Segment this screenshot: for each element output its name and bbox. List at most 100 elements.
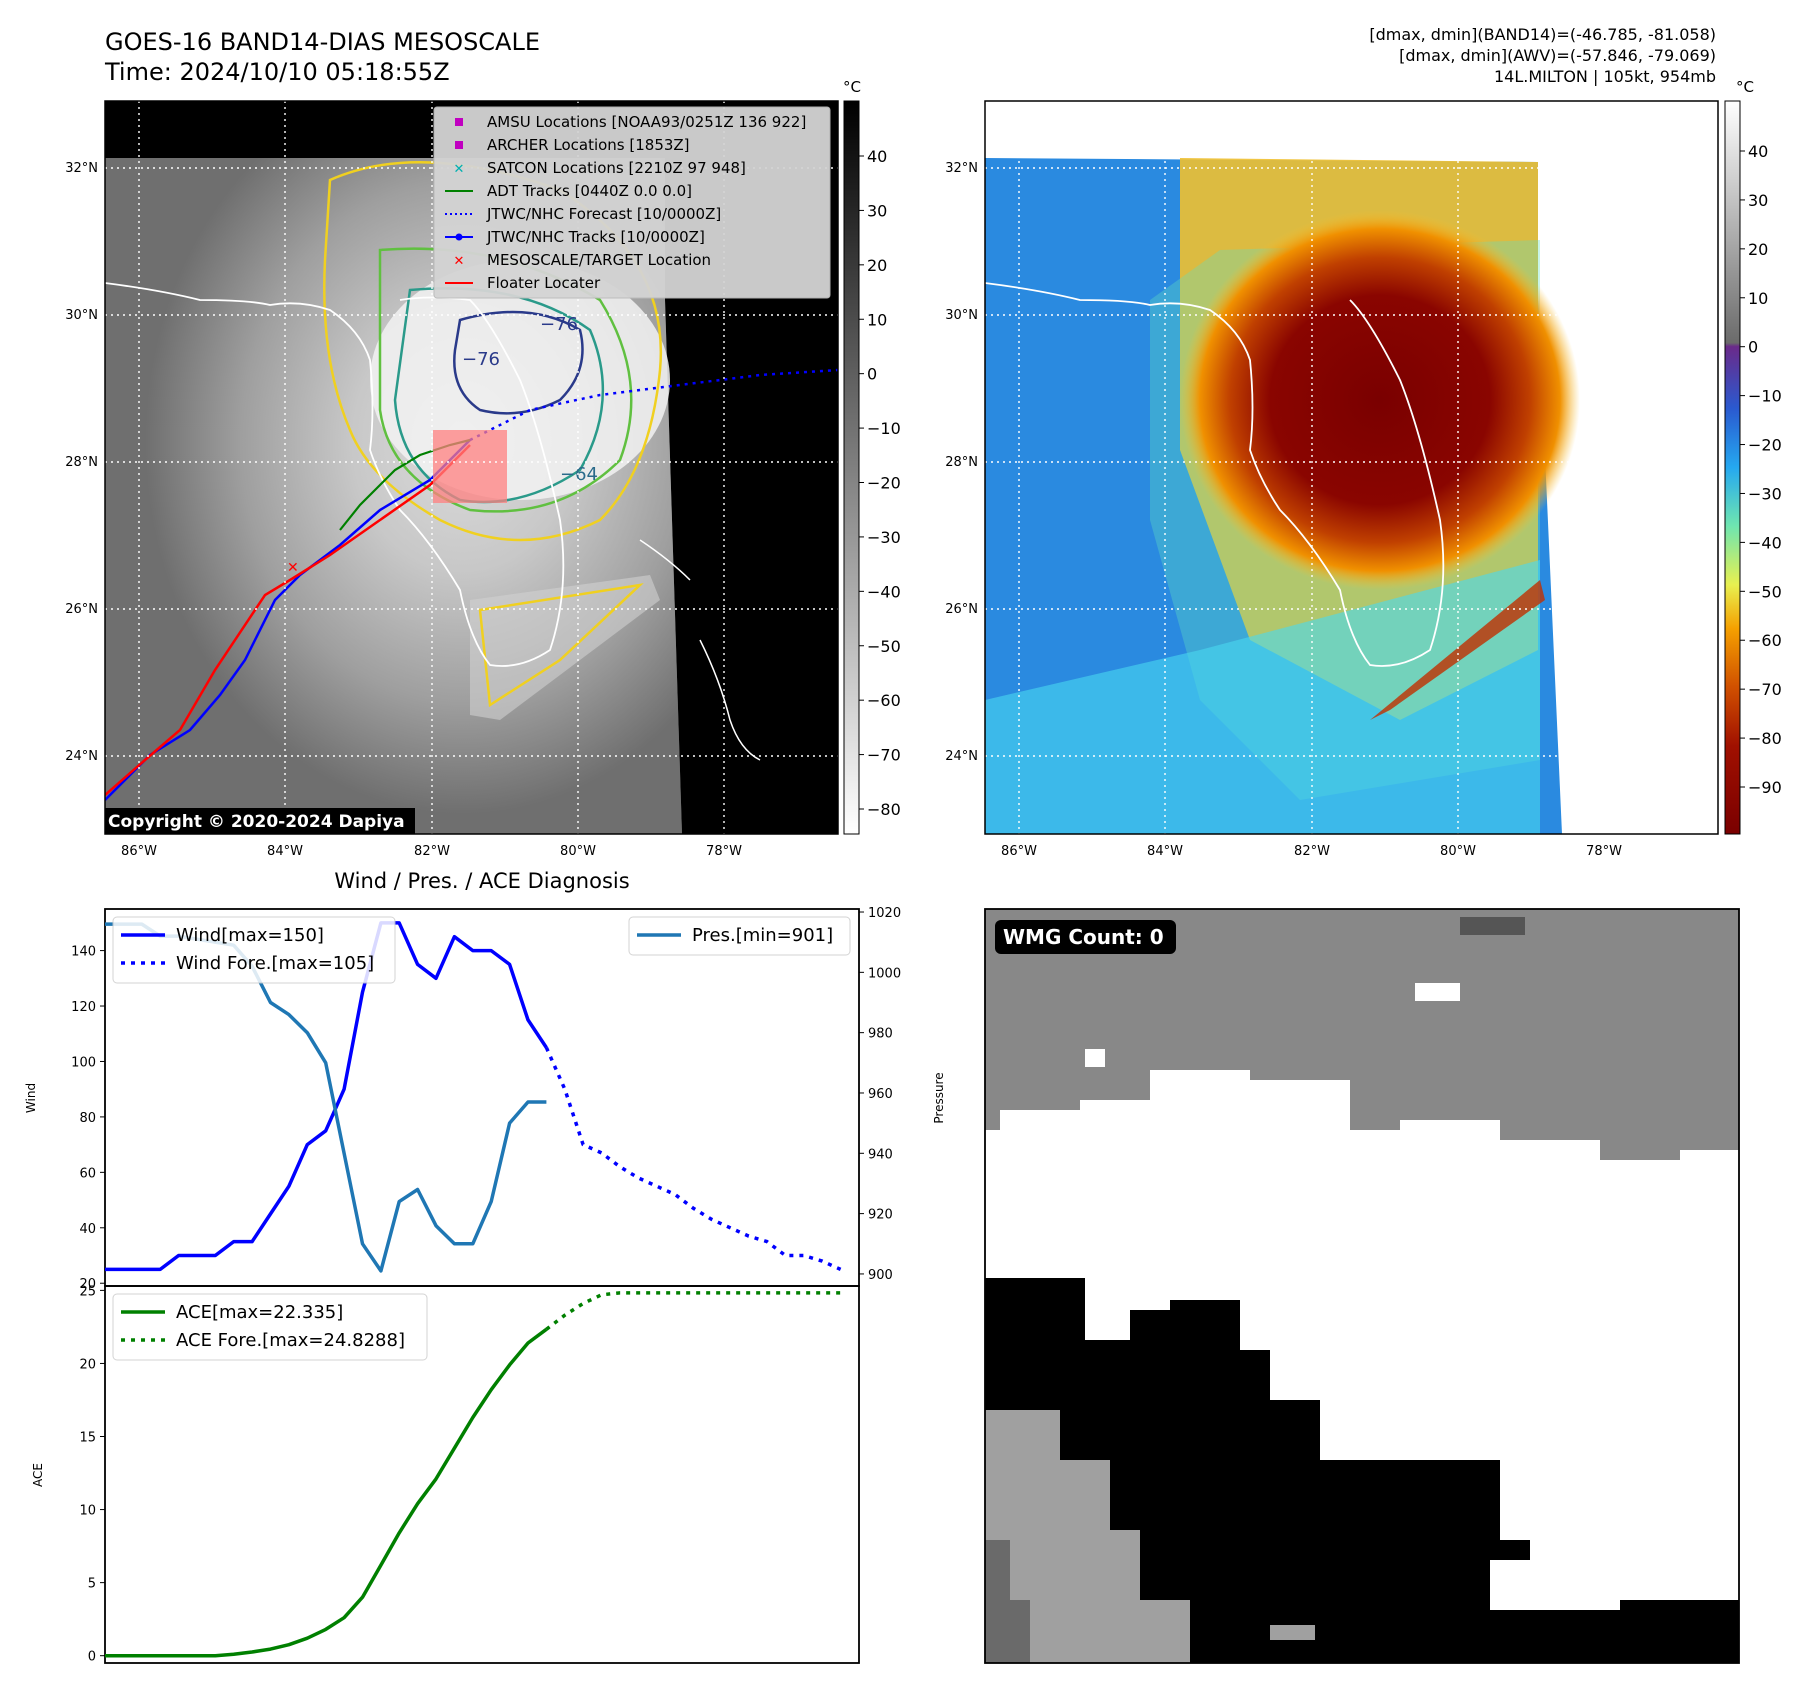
axis-tick-label: 1020 bbox=[868, 906, 901, 921]
colorbar-tick-label: −30 bbox=[867, 528, 901, 547]
colorbar-tick-label: 30 bbox=[867, 201, 887, 220]
colorbar-tick-label: −70 bbox=[867, 746, 901, 765]
ace-legend-box bbox=[112, 1293, 428, 1361]
colorbar-tick-label: −50 bbox=[867, 637, 901, 656]
axis-tick-label: 920 bbox=[868, 1208, 893, 1223]
colorbar-tick-label: 10 bbox=[867, 310, 887, 329]
map1-lat-label: 30°N bbox=[65, 308, 98, 323]
colorbar-tick-label: −60 bbox=[1748, 631, 1782, 650]
stats-awv: [dmax, dmin](AWV)=(-57.846, -79.069) bbox=[1399, 46, 1716, 65]
map1-lon-labels: 86°W 84°W 82°W 80°W 78°W bbox=[121, 844, 742, 859]
axis-tick-label: 100 bbox=[71, 1055, 96, 1070]
colorbar-tick-label: 0 bbox=[867, 365, 877, 384]
coastline-florida bbox=[105, 282, 565, 667]
colorbar-tick-label: 20 bbox=[1748, 240, 1768, 259]
axis-tick-label: 960 bbox=[868, 1087, 893, 1102]
color-colorbar bbox=[1724, 100, 1741, 835]
legend-label: JTWC/NHC Tracks [10/0000Z] bbox=[486, 228, 705, 246]
map1-lon-label: 80°W bbox=[560, 844, 596, 859]
colorbar-tick-label: −40 bbox=[1748, 533, 1782, 552]
series-ace-fore bbox=[545, 1291, 841, 1331]
wmg-black-region bbox=[985, 1278, 1085, 1400]
map2-lon-label: 78°W bbox=[1586, 844, 1622, 859]
map1-lon-label: 82°W bbox=[414, 844, 450, 859]
figure-title: GOES-16 BAND14-DIAS MESOSCALE bbox=[105, 28, 540, 56]
gray-colorbar-unit: °C bbox=[843, 78, 861, 96]
axis-tick-label: 980 bbox=[868, 1027, 893, 1042]
wmg-panel: WMG Count: 0 bbox=[984, 908, 1740, 1664]
contour-teal bbox=[393, 287, 605, 504]
wmg-count-label: WMG Count: 0 bbox=[1003, 925, 1164, 949]
legend-marker-square bbox=[455, 118, 463, 126]
wmg-white-patch bbox=[1085, 1049, 1105, 1067]
axis-tick-label: 900 bbox=[868, 1268, 893, 1283]
map1-lat-labels: 32°N 30°N 28°N 26°N 24°N bbox=[65, 161, 98, 764]
gray-colorbar bbox=[843, 100, 860, 835]
axis-tick-label: 0 bbox=[88, 1650, 96, 1665]
wmg-dark-region bbox=[985, 1540, 1030, 1663]
stats-band14: [dmax, dmin](BAND14)=(-46.785, -81.058) bbox=[1369, 25, 1716, 44]
colorbar-tick-label: 0 bbox=[1748, 338, 1758, 357]
colorbar-tick-label: −10 bbox=[1748, 387, 1782, 406]
colorbar-tick-label: −60 bbox=[867, 691, 901, 710]
map2-coastline bbox=[985, 282, 1445, 667]
map2-lat-label: 24°N bbox=[945, 749, 978, 764]
axis-tick-label: 940 bbox=[868, 1147, 893, 1162]
map1-lon-label: 78°W bbox=[706, 844, 742, 859]
map2-lat-label: 26°N bbox=[945, 602, 978, 617]
map1-lon-label: 86°W bbox=[121, 844, 157, 859]
pres-legend-box bbox=[628, 916, 851, 956]
map1-lat-label: 24°N bbox=[65, 749, 98, 764]
map2-lon-label: 86°W bbox=[1001, 844, 1037, 859]
mesoscale-target-box bbox=[433, 430, 507, 503]
axis-tick-label: 120 bbox=[71, 1000, 96, 1015]
diagnosis-title: Wind / Pres. / ACE Diagnosis bbox=[334, 869, 629, 893]
legend-marker-square bbox=[455, 141, 463, 149]
colorbar-tick-label: −50 bbox=[1748, 582, 1782, 601]
map2-lon-label: 84°W bbox=[1147, 844, 1183, 859]
wind-fore-legend-label: Wind Fore.[max=105] bbox=[176, 953, 374, 974]
legend-marker-dot bbox=[455, 233, 463, 241]
axis-tick-label: 1000 bbox=[868, 966, 901, 981]
wind-legend-box bbox=[112, 916, 396, 984]
wmg-label-box bbox=[995, 920, 1176, 954]
map2-frame bbox=[984, 100, 1719, 835]
legend-label: Floater Locater bbox=[487, 274, 601, 292]
gray-colorbar-ticks: 40 30 20 10 0 −10 −20 −30 −40 −50 −60 −70 −80 bbox=[859, 147, 901, 819]
wmg-black-region bbox=[985, 1278, 1739, 1663]
map2-lat-label: 28°N bbox=[945, 455, 978, 470]
map2-lat-labels: 32°N 30°N 28°N 26°N 24°N bbox=[945, 161, 978, 764]
axis-tick-label: 60 bbox=[79, 1166, 96, 1181]
contour-label-1: −76 bbox=[462, 349, 500, 370]
legend-label: AMSU Locations [NOAA93/0251Z 136 922] bbox=[487, 113, 806, 131]
ir-map-panel: −76 −76 −64 ✕ Cop bbox=[65, 78, 901, 859]
colorbar-tick-label: −20 bbox=[1748, 436, 1782, 455]
axis-tick-label: 80 bbox=[79, 1111, 96, 1126]
wmg-light-region bbox=[985, 1410, 1060, 1460]
ace-fore-legend-label: ACE Fore.[max=24.8288] bbox=[176, 1330, 405, 1351]
axis-tick-label: 140 bbox=[71, 945, 96, 960]
ace-chart: ACE 0 5 10 15 20 25 ACE[max=22.335] ACE Fore.… bbox=[31, 1284, 860, 1665]
floater-locater-track bbox=[105, 444, 471, 796]
colorbar-tick-label: −20 bbox=[867, 474, 901, 493]
awv-lower-band bbox=[985, 560, 1540, 834]
wind-axis-label: Wind bbox=[24, 1083, 38, 1113]
colorbar-tick-label: 40 bbox=[1748, 142, 1768, 161]
color-colorbar-unit: °C bbox=[1736, 78, 1754, 96]
contour-navy bbox=[453, 310, 584, 415]
colorbar-tick-label: −90 bbox=[1748, 778, 1782, 797]
map2-lon-labels: 86°W 84°W 82°W 80°W 78°W bbox=[1001, 844, 1622, 859]
coastline-islands bbox=[639, 539, 691, 581]
series-ace bbox=[105, 1327, 548, 1658]
wmg-dark-patch bbox=[1460, 917, 1525, 935]
jtwc-track bbox=[105, 439, 471, 801]
colorbar-tick-label: −40 bbox=[867, 582, 901, 601]
wmg-white-patch bbox=[1415, 983, 1460, 1001]
map-legend: AMSU Locations [NOAA93/0251Z 136 922] ARC… bbox=[433, 106, 831, 299]
series-wind-fore bbox=[544, 1046, 842, 1271]
legend-label: ADT Tracks [0440Z 0.0 0.0] bbox=[487, 182, 692, 200]
series-wind bbox=[105, 921, 548, 1272]
map2-lat-label: 32°N bbox=[945, 161, 978, 176]
awv-rainband bbox=[1370, 580, 1545, 720]
